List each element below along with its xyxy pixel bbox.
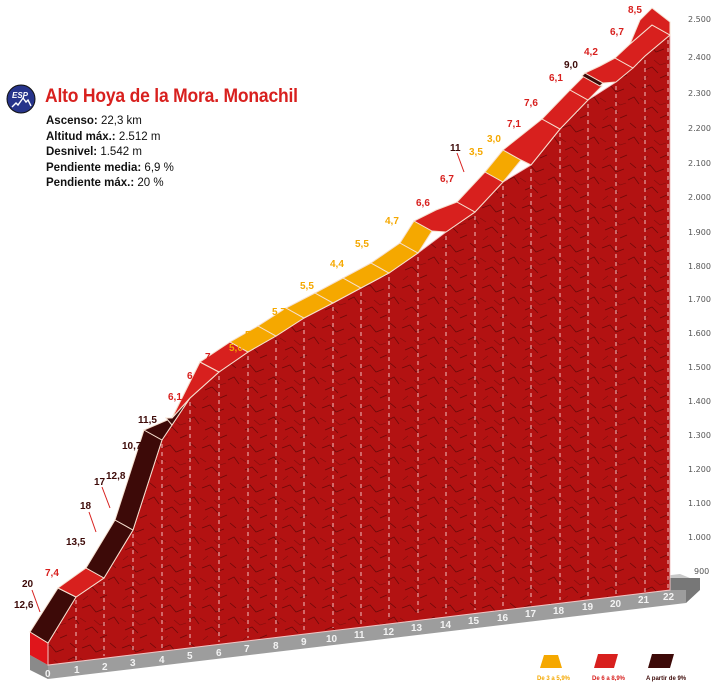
svg-text:19: 19 [582,602,594,613]
svg-text:7,2: 7,2 [205,352,219,363]
svg-text:2.500: 2.500 [688,15,711,24]
svg-text:18: 18 [80,501,92,512]
svg-text:900: 900 [694,567,709,576]
svg-text:0: 0 [45,669,51,680]
mountain-face [47,33,671,666]
svg-text:5,5: 5,5 [300,281,314,292]
svg-text:7,4: 7,4 [45,568,59,579]
svg-text:6,7: 6,7 [440,174,454,185]
km-gridlines [75,40,669,660]
climb-title: Alto Hoya de la Mora. Monachil [45,86,298,107]
svg-text:1.200: 1.200 [688,465,711,474]
stat-desnivel: Desnivel: 1.542 m [46,146,142,159]
svg-text:2: 2 [102,662,108,673]
legend-swatch-medium [594,654,618,668]
stat-ascenso: Ascenso: 22,3 km [46,115,142,127]
svg-text:6,7: 6,7 [610,27,624,38]
svg-text:4,7: 4,7 [385,216,399,227]
svg-text:1.700: 1.700 [688,295,711,304]
svg-text:ESP: ESP [12,91,29,100]
legend-swatch-easy [540,655,562,668]
svg-text:14: 14 [440,620,452,631]
svg-text:3,0: 3,0 [487,134,501,145]
svg-text:11,5: 11,5 [138,415,157,426]
svg-text:13,5: 13,5 [66,537,86,548]
svg-text:2.100: 2.100 [688,159,711,168]
svg-text:8: 8 [273,641,279,652]
svg-text:6,6: 6,6 [416,198,430,209]
svg-text:17: 17 [94,477,106,488]
svg-text:15: 15 [468,616,480,627]
svg-text:11: 11 [354,630,365,641]
svg-text:10: 10 [326,634,338,645]
svg-text:21: 21 [638,595,650,606]
svg-text:20: 20 [22,579,34,590]
svg-text:5,5: 5,5 [355,239,369,250]
esp-mountain-badge-icon: ESP [6,84,36,114]
svg-text:2.300: 2.300 [688,89,711,98]
stat-pendiente-media: Pendiente media: 6,9 % [46,161,174,174]
svg-text:1.800: 1.800 [688,262,711,271]
svg-text:6,1: 6,1 [168,392,182,403]
svg-text:1: 1 [74,665,80,676]
svg-text:13: 13 [411,623,423,634]
svg-text:20: 20 [610,599,622,610]
svg-text:1.900: 1.900 [688,228,711,237]
svg-text:7,1: 7,1 [507,119,521,130]
svg-text:1.000: 1.000 [688,533,711,542]
svg-text:12,6: 12,6 [14,600,34,611]
svg-text:5,7: 5,7 [245,330,259,341]
stat-altitud-max: Altitud máx.: 2.512 m [46,130,161,143]
svg-text:1.400: 1.400 [688,397,711,406]
svg-text:A partir de 9%: A partir de 9% [646,676,687,682]
svg-text:6: 6 [216,648,222,659]
svg-text:4: 4 [159,655,165,666]
svg-text:9,0: 9,0 [564,60,578,71]
svg-text:11: 11 [450,143,461,154]
svg-text:5: 5 [187,651,193,662]
svg-text:8,5: 8,5 [628,5,642,16]
svg-text:10,7: 10,7 [122,441,142,452]
svg-text:De 3 a 5,9%: De 3 a 5,9% [537,676,571,682]
svg-text:7,6: 7,6 [524,98,538,109]
svg-text:7: 7 [244,644,250,655]
svg-text:12,8: 12,8 [106,471,126,482]
legend-swatch-hard [648,654,674,668]
svg-text:2.200: 2.200 [688,124,711,133]
climb-stats: Ascenso: 22,3 km Altitud máx.: 2.512 m D… [46,114,174,192]
svg-text:16: 16 [497,613,509,624]
x-axis-km: 0 1 2 3 4 5 6 7 8 9 10 11 12 13 14 15 16… [45,592,675,680]
svg-text:6,1: 6,1 [549,73,563,84]
svg-text:9: 9 [301,637,307,648]
y-axis: 2.500 2.400 2.300 2.200 2.100 2.000 1.90… [688,15,711,576]
svg-text:3,5: 3,5 [469,147,483,158]
svg-text:17: 17 [525,609,537,620]
svg-text:De 6 a 8,9%: De 6 a 8,9% [592,676,626,682]
svg-text:4,4: 4,4 [330,259,344,270]
svg-text:1.100: 1.100 [688,499,711,508]
gradient-band [29,7,671,644]
svg-text:22: 22 [663,592,675,603]
legend: De 3 a 5,9% De 6 a 8,9% A partir de 9% [537,654,687,682]
svg-text:5,0: 5,0 [229,343,243,354]
svg-text:3: 3 [130,658,136,669]
svg-text:2.400: 2.400 [688,53,711,62]
svg-text:6,9: 6,9 [187,371,201,382]
svg-text:2.000: 2.000 [688,193,711,202]
svg-text:1.600: 1.600 [688,329,711,338]
svg-text:1.300: 1.300 [688,431,711,440]
svg-text:12: 12 [383,627,395,638]
svg-text:4,2: 4,2 [584,47,598,58]
svg-text:1.500: 1.500 [688,363,711,372]
stat-pendiente-max: Pendiente máx.: 20 % [46,177,164,190]
svg-text:5,7: 5,7 [272,307,286,318]
svg-text:18: 18 [553,606,565,617]
segment-labels: 12,6 20 7,4 13,5 18 17 12,8 10,7 11,5 6,… [14,5,642,613]
